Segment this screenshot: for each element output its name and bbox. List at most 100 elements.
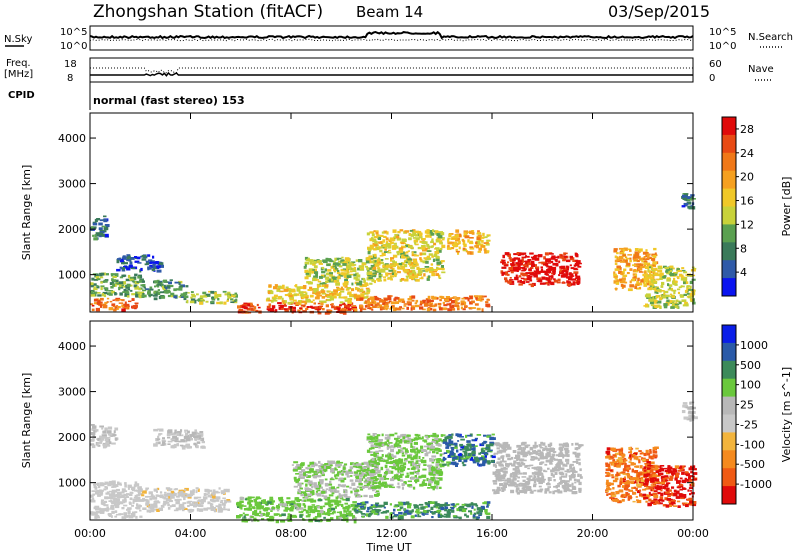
cpid-label: CPID (8, 90, 35, 101)
noise-search-label: N.Search (748, 32, 793, 43)
velocity-region-7 (353, 501, 491, 520)
nave-trace (90, 67, 693, 74)
velocity-xticks: 00:00 04:00 08:00 12:00 16:00 20:00 00:00 (74, 321, 709, 540)
beam-label: Beam 14 (356, 3, 423, 21)
power-region-7 (265, 283, 371, 306)
colorbar-tick-label-4: -25 (740, 418, 758, 431)
power-panel: Slant Range [km] 1000 2000 3000 4000 4 8 12 16… (20, 112, 793, 315)
y-tick-label-3: 4000 (58, 340, 86, 353)
colorbar-tick-label-5: -100 (740, 438, 765, 451)
velocity-region-1 (90, 424, 119, 449)
noise-right-tick-bottom: 10^0 (709, 41, 736, 52)
colorbar-seg-3 (722, 170, 736, 190)
colorbar-seg-6 (722, 432, 736, 451)
y-tick-label-0: 1000 (58, 269, 86, 282)
x-tick-label-0: 00:00 (74, 527, 106, 540)
colorbar-tick-label-3: 16 (740, 195, 754, 208)
colorbar-seg-4 (722, 188, 736, 207)
colorbar-seg-6 (722, 224, 736, 243)
colorbar-tick-label-2: 100 (740, 379, 761, 392)
x-tick-label-4: 16:00 (476, 527, 508, 540)
power-region-10 (354, 295, 491, 312)
velocity-yticks: 1000 2000 3000 4000 (58, 340, 693, 490)
station-title: Zhongshan Station (fitACF) (93, 2, 323, 22)
colorbar-tick-label-2: 12 (740, 218, 754, 231)
noise-strip-frame (89, 25, 694, 51)
freq-trace (90, 71, 693, 77)
y-tick-label-2: 3000 (58, 178, 86, 191)
colorbar-seg-1 (722, 342, 736, 362)
colorbar-frame (721, 324, 737, 505)
colorbar-seg-8 (722, 260, 736, 279)
velocity-region-0 (90, 480, 144, 519)
colorbar-seg-9 (722, 486, 736, 505)
y-tick-label-1: 2000 (58, 223, 86, 236)
power-blobs (90, 193, 697, 315)
colorbar-seg-5 (722, 206, 736, 225)
freq-left-tick-top: 18 (64, 59, 77, 70)
velocity-region-5 (291, 460, 382, 499)
colorbar-seg-0 (722, 117, 736, 136)
noise-left-tick-top: 10^5 (60, 27, 87, 38)
date-label: 03/Sep/2015 (608, 2, 710, 21)
power-region-11 (446, 229, 491, 255)
velocity-colorbar: 1000 500 100 25 -25 -100 -500 -1000 (721, 324, 772, 505)
colorbar-tick-label-0: 1000 (740, 339, 768, 352)
power-region-3 (116, 254, 164, 273)
power-xticks (89, 113, 694, 312)
colorbar-seg-7 (722, 450, 736, 469)
y-tick-label-1: 2000 (58, 431, 86, 444)
power-region-15 (681, 193, 696, 210)
power-region-4 (140, 279, 189, 301)
power-region-12 (500, 252, 582, 288)
colorbar-tick-label-3: 25 (740, 399, 754, 412)
power-ylabel: Slant Range [km] (20, 165, 33, 261)
velocity-region-4 (236, 496, 359, 524)
freq-right-tick-bottom: 0 (709, 73, 715, 84)
cpid-row: CPID normal (fast stereo) 153 (8, 82, 245, 110)
colorbar-seg-4 (722, 396, 736, 415)
colorbar-tick-label-5: 24 (740, 147, 754, 160)
colorbar-seg-2 (722, 360, 736, 380)
x-tick-label-2: 08:00 (275, 527, 307, 540)
nave-label: Nave (748, 64, 774, 75)
x-tick-label-6: 00:00 (677, 527, 709, 540)
freq-strip: Freq. [MHz] 18 8 60 0 Nave (4, 57, 774, 84)
freq-strip-frame (89, 57, 694, 83)
x-tick-label-5: 20:00 (577, 527, 609, 540)
x-tick-label-1: 04:00 (175, 527, 207, 540)
freq-label-2: [MHz] (4, 69, 33, 80)
title-row: Zhongshan Station (fitACF) Beam 14 03/Se… (93, 2, 710, 22)
colorbar-seg-5 (722, 414, 736, 433)
colorbar-frame (721, 116, 737, 297)
colorbar-seg-3 (722, 378, 736, 398)
power-yticks: 1000 2000 3000 4000 (58, 132, 693, 282)
velocity-colorbar-label: Velocity [m s^-1] (780, 367, 793, 462)
velocity-region-3 (140, 487, 232, 513)
power-region-5 (185, 290, 238, 305)
velocity-ylabel: Slant Range [km] (20, 373, 33, 469)
colorbar-tick-label-1: 8 (740, 242, 747, 255)
velocity-region-9 (492, 441, 584, 495)
x-tick-label-3: 12:00 (376, 527, 408, 540)
y-tick-label-2: 3000 (58, 386, 86, 399)
colorbar-tick-label-0: 4 (740, 266, 747, 279)
power-colorbar-label: Power [dB] (780, 177, 793, 237)
noise-left-tick-bottom: 10^0 (60, 41, 87, 52)
x-axis-label: Time UT (365, 541, 411, 554)
velocity-region-2 (153, 428, 206, 450)
y-tick-label-3: 4000 (58, 132, 86, 145)
velocity-region-6 (366, 432, 446, 491)
freq-left-tick-bottom: 8 (67, 73, 73, 84)
velocity-region-12 (681, 401, 698, 422)
noise-sky-label: N.Sky (4, 34, 32, 45)
cpid-text: normal (fast stereo) 153 (93, 94, 245, 107)
colorbar-tick-label-7: -1000 (740, 478, 772, 491)
velocity-region-11 (643, 464, 698, 508)
y-tick-label-0: 1000 (58, 477, 86, 490)
power-region-8 (303, 256, 384, 287)
colorbar-seg-0 (722, 325, 736, 344)
